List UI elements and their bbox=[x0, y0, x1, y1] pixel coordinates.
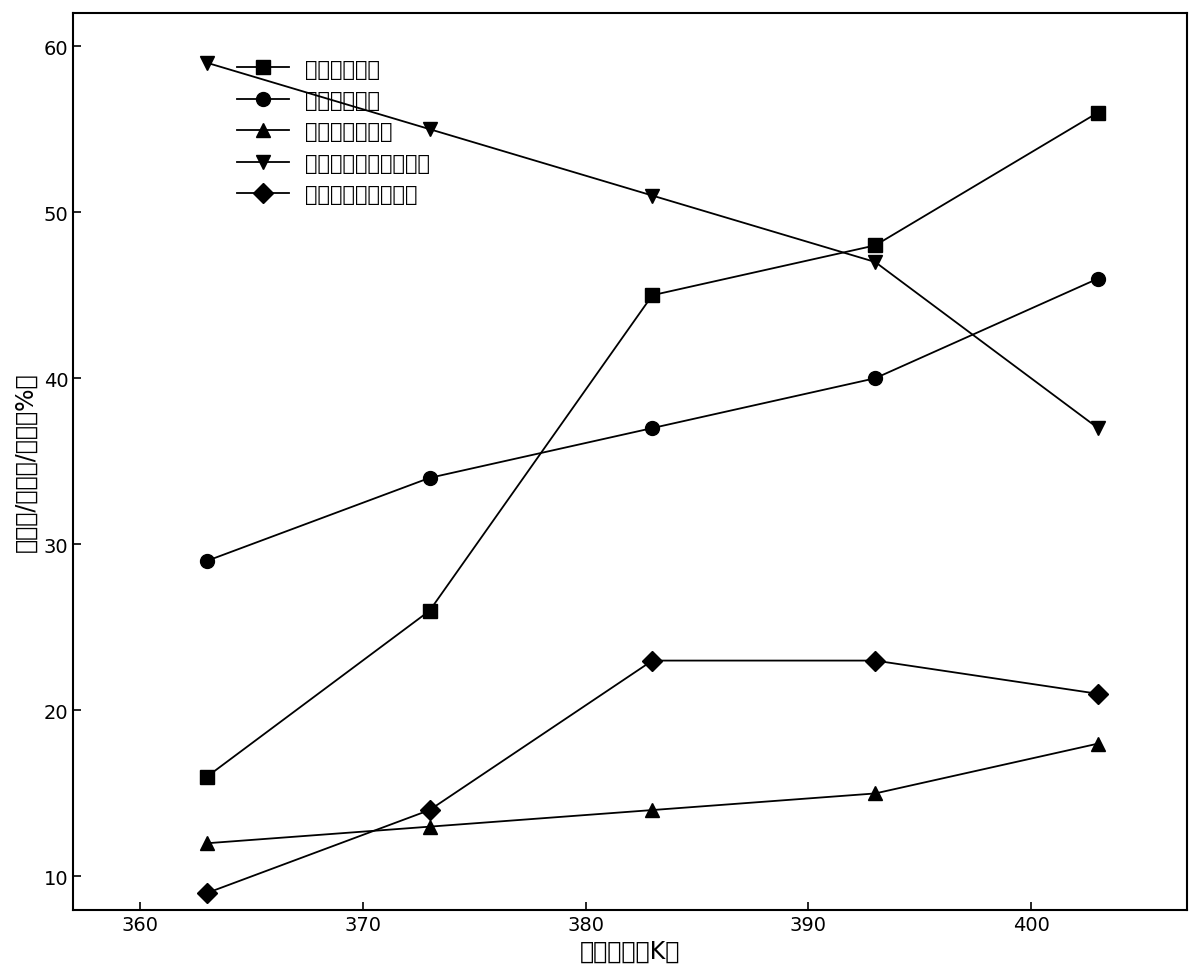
甲氧基乙酸甲酯选择性 bbox=[645, 191, 659, 202]
甲缩醛转化率 bbox=[1091, 107, 1105, 119]
甲酸甲酯选择性 bbox=[423, 821, 437, 832]
甲酸甲酯选择性 bbox=[1091, 738, 1105, 749]
甲酸甲酯选择性 bbox=[645, 804, 659, 816]
甲氧基乙酸甲酯选择性 bbox=[1091, 423, 1105, 435]
甲氧基乙酸甲酯收率 bbox=[1091, 688, 1105, 700]
甲酸甲酯选择性 bbox=[199, 837, 214, 849]
甲酸甲酯选择性 bbox=[868, 787, 883, 799]
二甲醚选择性 bbox=[1091, 274, 1105, 285]
Y-axis label: 转化率/选择性/收率（%）: 转化率/选择性/收率（%） bbox=[14, 372, 38, 552]
甲缩醛转化率 bbox=[645, 290, 659, 302]
甲氧基乙酸甲酯收率 bbox=[868, 655, 883, 666]
X-axis label: 反应温度（K）: 反应温度（K） bbox=[580, 939, 680, 963]
Line: 甲酸甲酯选择性: 甲酸甲酯选择性 bbox=[199, 737, 1105, 850]
甲氧基乙酸甲酯选择性 bbox=[868, 257, 883, 269]
Line: 二甲醚选择性: 二甲醚选择性 bbox=[199, 273, 1105, 569]
甲氧基乙酸甲酯收率 bbox=[423, 804, 437, 816]
甲氧基乙酸甲酯收率 bbox=[645, 655, 659, 666]
甲氧基乙酸甲酯选择性 bbox=[199, 58, 214, 69]
二甲醚选择性 bbox=[868, 373, 883, 385]
甲氧基乙酸甲酯选择性 bbox=[423, 124, 437, 136]
甲氧基乙酸甲酯收率 bbox=[199, 887, 214, 899]
甲缩醛转化率 bbox=[199, 771, 214, 783]
Line: 甲氧基乙酸甲酯收率: 甲氧基乙酸甲酯收率 bbox=[199, 654, 1105, 900]
二甲醚选择性 bbox=[645, 423, 659, 435]
Legend: 甲缩醛转化率, 二甲醚选择性, 甲酸甲酯选择性, 甲氧基乙酸甲酯选择性, 甲氧基乙酸甲酯收率: 甲缩醛转化率, 二甲醚选择性, 甲酸甲酯选择性, 甲氧基乙酸甲酯选择性, 甲氧基… bbox=[228, 51, 438, 214]
甲缩醛转化率 bbox=[423, 606, 437, 617]
甲缩醛转化率 bbox=[868, 240, 883, 252]
Line: 甲缩醛转化率: 甲缩醛转化率 bbox=[199, 106, 1105, 784]
二甲醚选择性 bbox=[423, 473, 437, 485]
Line: 甲氧基乙酸甲酯选择性: 甲氧基乙酸甲酯选择性 bbox=[199, 57, 1105, 436]
二甲醚选择性 bbox=[199, 556, 214, 568]
